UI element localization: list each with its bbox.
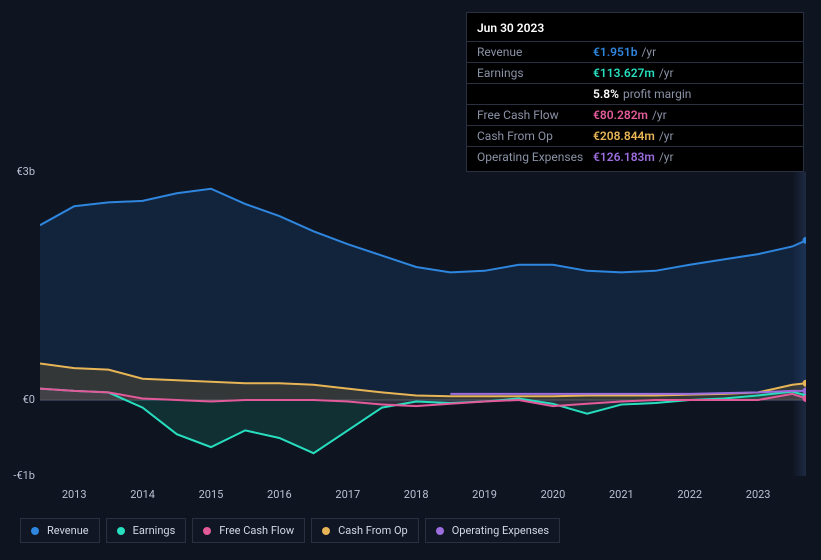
legend-item[interactable]: Free Cash Flow (192, 518, 305, 543)
x-tick-label: 2017 (335, 488, 360, 501)
y-tick-label: €3b (5, 165, 35, 178)
legend-label: Cash From Op (338, 524, 408, 537)
tooltip-row: Earnings€113.627m/yr (467, 62, 803, 83)
legend: Revenue Earnings Free Cash Flow Cash From O… (20, 518, 560, 543)
x-tick-label: 2016 (267, 488, 292, 501)
y-tick-label: -€1b (5, 469, 35, 482)
tooltip-metric-value: €80.282m (593, 108, 648, 122)
x-tick-label: 2015 (199, 488, 224, 501)
legend-swatch (322, 527, 330, 535)
tooltip-row: Free Cash Flow€80.282m/yr (467, 104, 803, 125)
legend-swatch (436, 527, 444, 535)
tooltip-metric-suffix: /yr (659, 150, 674, 164)
tooltip-date: Jun 30 2023 (467, 17, 803, 41)
legend-item[interactable]: Operating Expenses (425, 518, 560, 543)
legend-swatch (117, 527, 125, 535)
area-Revenue (40, 189, 806, 400)
legend-label: Revenue (47, 524, 89, 537)
tooltip-row: 5.8% profit margin (467, 83, 803, 104)
legend-label: Operating Expenses (452, 524, 549, 537)
tooltip-metric-value: 5.8% (593, 87, 619, 101)
tooltip-metric-label: Operating Expenses (477, 150, 593, 164)
tooltip-metric-suffix: profit margin (623, 87, 691, 101)
x-tick-label: 2014 (130, 488, 155, 501)
legend-swatch (31, 527, 39, 535)
tooltip-metric-value: €126.183m (593, 150, 655, 164)
tooltip-metric-label: Earnings (477, 66, 593, 80)
tooltip-row: Operating Expenses€126.183m/yr (467, 146, 803, 167)
tooltip-metric-suffix: /yr (659, 66, 674, 80)
y-tick-label: €0 (5, 393, 35, 406)
tooltip-metric-label: Free Cash Flow (477, 108, 593, 122)
tooltip-metric-label: Cash From Op (477, 129, 593, 143)
x-tick-label: 2013 (62, 488, 87, 501)
x-tick-label: 2021 (609, 488, 634, 501)
legend-label: Free Cash Flow (219, 524, 294, 537)
x-tick-label: 2018 (404, 488, 429, 501)
tooltip-metric-suffix: /yr (652, 108, 667, 122)
financials-chart: Jun 30 2023 Revenue€1.951b/yrEarnings€11… (0, 0, 821, 560)
plot-area[interactable] (40, 172, 806, 476)
x-tick-label: 2020 (541, 488, 566, 501)
tooltip-row: Revenue€1.951b/yr (467, 41, 803, 62)
tooltip-metric-value: €208.844m (593, 129, 655, 143)
legend-item[interactable]: Cash From Op (311, 518, 419, 543)
tooltip-metric-label: Revenue (477, 45, 593, 59)
tooltip-metric-suffix: /yr (659, 129, 674, 143)
x-tick-label: 2022 (677, 488, 702, 501)
legend-label: Earnings (133, 524, 176, 537)
x-tick-label: 2023 (746, 488, 771, 501)
tooltip-metric-value: €113.627m (593, 66, 655, 80)
legend-item[interactable]: Revenue (20, 518, 100, 543)
tooltip-rows: Revenue€1.951b/yrEarnings€113.627m/yr5.8… (467, 41, 803, 167)
datapoint-tooltip: Jun 30 2023 Revenue€1.951b/yrEarnings€11… (466, 12, 804, 172)
tooltip-metric-value: €1.951b (593, 45, 637, 59)
x-tick-label: 2019 (472, 488, 497, 501)
legend-swatch (203, 527, 211, 535)
tooltip-row: Cash From Op€208.844m/yr (467, 125, 803, 146)
legend-item[interactable]: Earnings (106, 518, 187, 543)
tooltip-metric-suffix: /yr (641, 45, 656, 59)
